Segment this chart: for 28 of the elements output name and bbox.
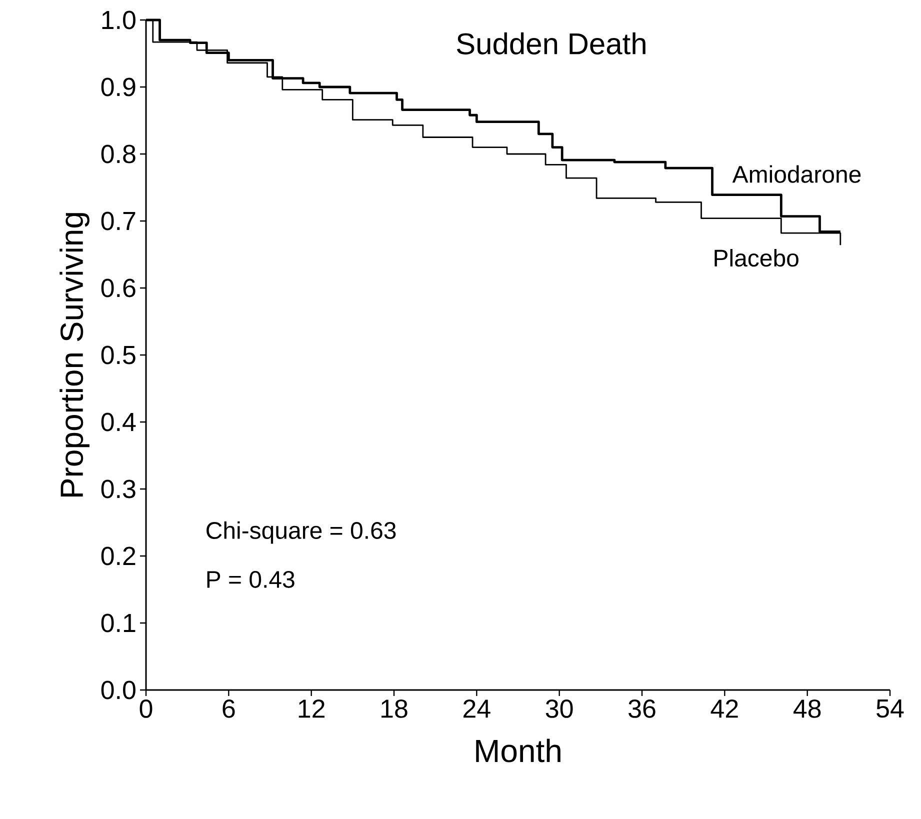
y-tick-label: 0.8 [101,144,136,164]
x-tick-label: 54 [876,700,904,718]
annotation: P = 0.43 [207,570,294,588]
y-tick-label: 0.7 [101,212,136,230]
y-tick-label: 0.3 [101,480,136,498]
x-tick-label: 48 [793,700,821,718]
x-tick-label: 6 [222,700,235,718]
annotation: Chi-square = 0.63 [206,521,396,544]
x-tick-label: 36 [628,700,656,718]
series-label: Amiodarone [732,165,861,183]
chart-title: Sudden Death [456,32,646,54]
x-tick-label: 0 [140,700,152,718]
y-tick-label: 0.5 [101,346,136,364]
x-tick-label: 24 [464,700,490,718]
y-axis-title: Proportion Surviving [60,213,90,496]
y-tick-label: 0.6 [101,278,136,298]
y-tick-label: 0.4 [101,412,136,432]
y-tick-label: 0.0 [101,680,136,700]
x-tick-label: 12 [298,700,324,718]
x-tick-label: 42 [710,700,738,718]
y-tick-label: 1.0 [102,10,136,30]
y-tick-label: 0.2 [101,546,136,566]
y-tick-label: 0.9 [101,78,136,96]
x-tick-label: 18 [382,700,408,718]
x-axis-title: Month [476,738,560,762]
series-label: Placebo [714,249,798,267]
y-tick-label: 0.1 [101,614,136,632]
x-tick-label: 30 [546,700,573,718]
